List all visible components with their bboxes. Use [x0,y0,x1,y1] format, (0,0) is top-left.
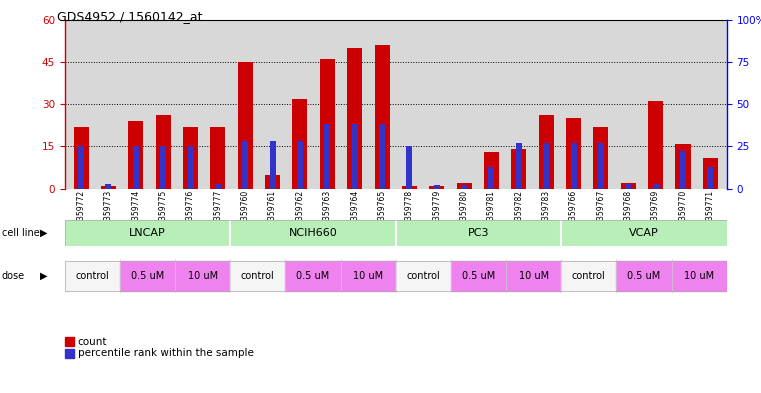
Bar [429,186,444,189]
Bar [187,146,193,189]
Text: control: control [241,271,275,281]
Bar [594,127,609,189]
Bar [160,146,166,189]
Text: 0.5 uM: 0.5 uM [131,271,164,281]
Text: NCIH660: NCIH660 [288,228,337,238]
Text: 0.5 uM: 0.5 uM [462,271,495,281]
Bar [237,62,253,189]
Bar [402,186,417,189]
Text: 10 uM: 10 uM [353,271,384,281]
Text: 10 uM: 10 uM [518,271,549,281]
Bar [297,141,303,189]
Text: count: count [78,336,107,347]
Bar [101,186,116,189]
Text: 10 uM: 10 uM [684,271,715,281]
Bar [78,146,84,189]
Bar [571,143,577,189]
Bar [74,127,88,189]
Bar [671,261,727,291]
Bar [340,261,396,291]
Text: ▶: ▶ [40,271,47,281]
Bar [156,116,170,189]
Bar [133,146,139,189]
Text: 0.5 uM: 0.5 uM [627,271,661,281]
Bar [129,121,143,189]
Bar [406,146,412,189]
Bar [285,261,341,291]
Bar [516,143,522,189]
Text: dose: dose [2,271,24,281]
Bar [511,149,527,189]
Bar [676,143,690,189]
Text: 0.5 uM: 0.5 uM [296,271,330,281]
Bar [707,167,713,189]
Bar [626,184,632,189]
Text: cell line: cell line [2,228,40,238]
Bar [347,48,362,189]
Bar [566,118,581,189]
Bar [648,101,663,189]
Bar [484,152,499,189]
Bar [379,125,385,189]
Text: GDS4952 / 1560142_at: GDS4952 / 1560142_at [57,10,202,23]
Bar [457,183,472,189]
Bar [616,261,671,291]
Text: LNCAP: LNCAP [129,228,166,238]
Text: PC3: PC3 [468,228,489,238]
Bar [320,59,335,189]
Bar [269,141,275,189]
Text: control: control [406,271,440,281]
Bar [434,185,440,189]
Bar [292,99,307,189]
Bar [396,261,451,291]
Bar [539,116,554,189]
Bar [461,185,467,189]
Bar [175,261,230,291]
Text: percentile rank within the sample: percentile rank within the sample [78,348,253,358]
Bar [451,261,506,291]
Bar [374,45,390,189]
Bar [653,184,658,189]
Text: ▶: ▶ [40,228,47,238]
Bar [119,261,175,291]
Bar [242,141,248,189]
Text: control: control [572,271,606,281]
Bar [621,183,635,189]
Bar [506,261,561,291]
Bar [703,158,718,189]
Bar [598,143,604,189]
Bar [210,127,225,189]
Bar [489,167,495,189]
Bar [680,151,686,189]
Bar [215,184,221,189]
Text: control: control [75,271,109,281]
Bar [265,174,280,189]
Bar [352,125,358,189]
Text: VCAP: VCAP [629,228,659,238]
Bar [324,125,330,189]
Bar [106,184,111,189]
Text: 10 uM: 10 uM [187,271,218,281]
Bar [543,143,549,189]
Bar [65,261,119,291]
Bar [183,127,198,189]
Bar [561,261,616,291]
Bar [230,261,285,291]
